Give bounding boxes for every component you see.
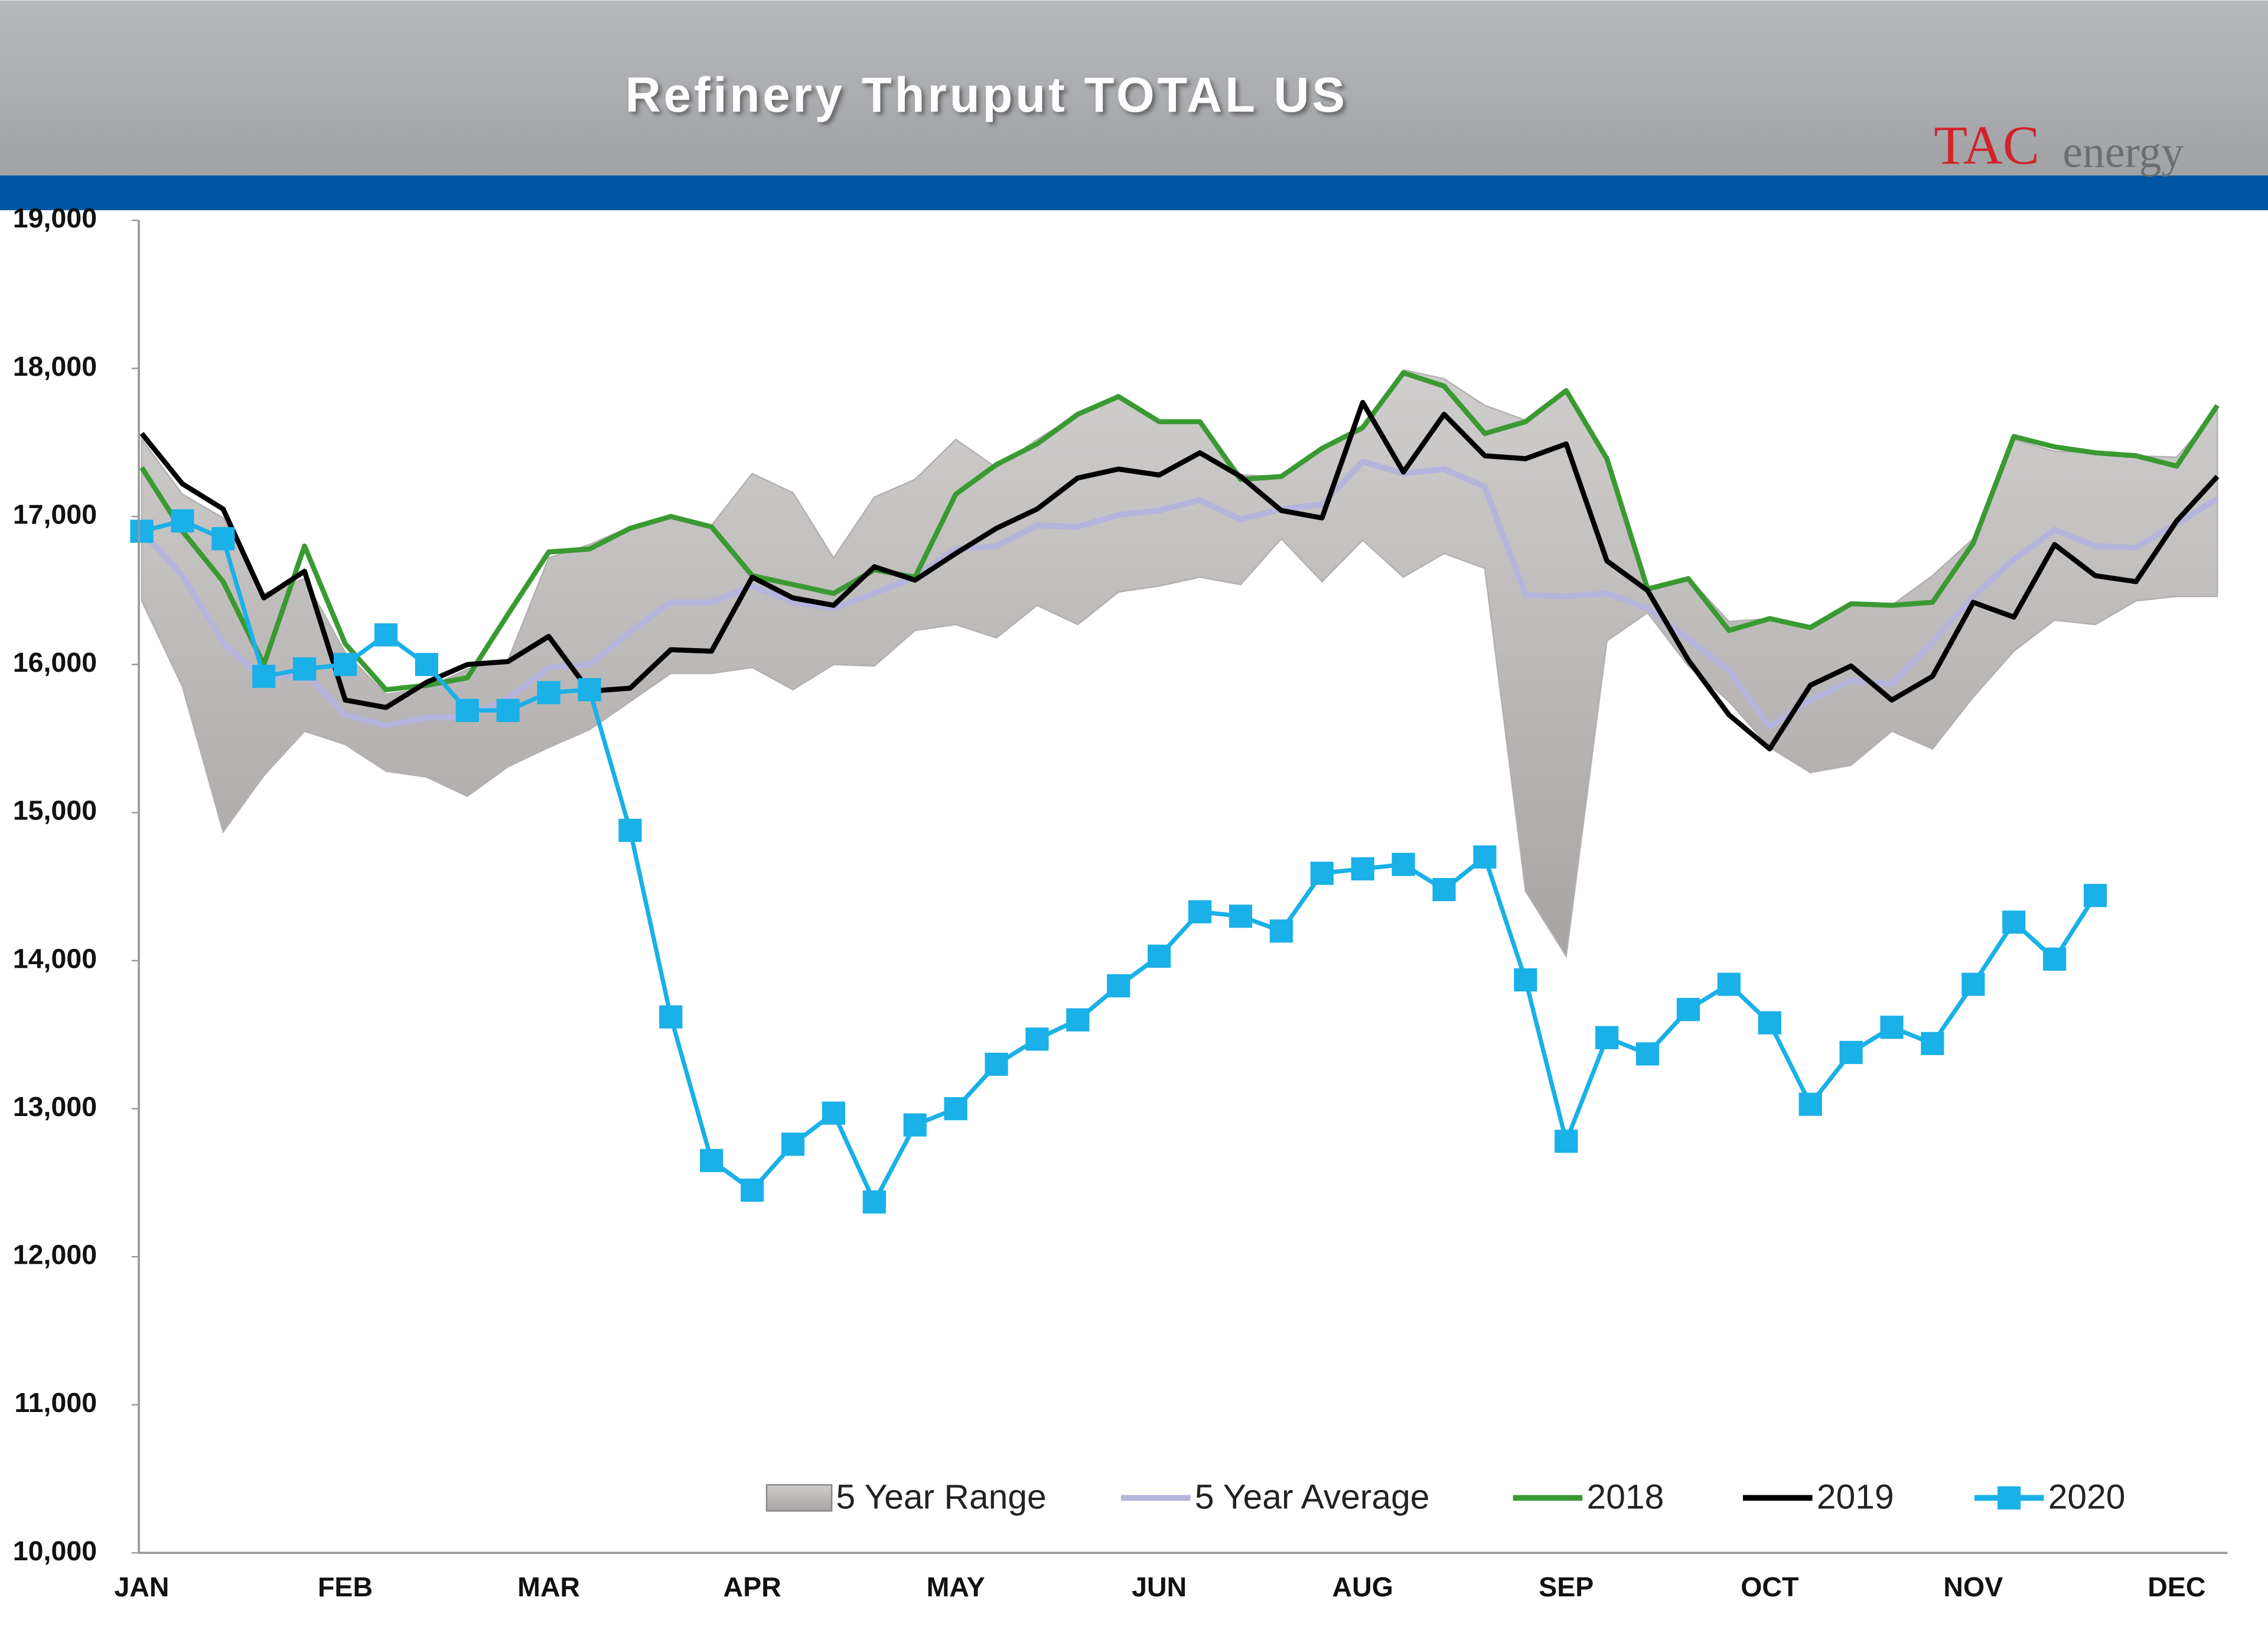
series-marker (578, 678, 601, 701)
series-marker (781, 1133, 805, 1156)
series-marker (822, 1101, 846, 1125)
series-marker (1228, 905, 1253, 928)
y-tick-label: 19,000 (13, 203, 97, 233)
series-marker (2043, 947, 2067, 971)
logo-first: TAC (1934, 115, 2039, 176)
y-tick-label: 17,000 (13, 499, 97, 529)
x-tick-label: NOV (1943, 1572, 2003, 1602)
series-marker (171, 509, 194, 533)
series-marker (741, 1178, 764, 1202)
logo-second: energy (2062, 128, 2184, 177)
series-marker (1269, 919, 1293, 943)
legend-marker (1997, 1486, 2021, 1509)
legend-label: 2018 (1587, 1478, 1664, 1516)
series-marker (2002, 910, 2026, 934)
legend-label: 5 Year Average (1195, 1478, 1430, 1516)
range-area (141, 369, 2218, 959)
series-marker (1555, 1130, 1578, 1153)
series-marker (252, 665, 276, 688)
series-marker (333, 653, 357, 676)
x-tick-label: FEB (318, 1572, 373, 1602)
series-marker (1188, 900, 1212, 923)
series-marker (1676, 998, 1700, 1021)
y-tick-label: 16,000 (13, 647, 97, 678)
series-marker (1717, 972, 1741, 996)
series-marker (293, 657, 317, 681)
x-tick-label: OCT (1741, 1572, 1798, 1602)
x-tick-label: AUG (1332, 1572, 1393, 1602)
series-marker (862, 1190, 886, 1214)
x-tick-label: SEP (1539, 1572, 1594, 1602)
series-line (139, 370, 2220, 692)
series-marker (130, 519, 154, 543)
series-marker (496, 698, 520, 723)
series-marker (1595, 1026, 1619, 1049)
series-marker (455, 698, 479, 723)
series-marker (1839, 1040, 1863, 1064)
header-band (0, 0, 2268, 176)
x-tick-label: MAR (517, 1572, 580, 1602)
series-line (139, 399, 2220, 751)
y-tick-label: 11,000 (14, 1387, 97, 1418)
series-marker (374, 623, 398, 647)
x-tick-label: MAY (927, 1572, 985, 1602)
legend-swatch (765, 1484, 833, 1512)
series-marker (903, 1113, 927, 1137)
header-stripe (0, 175, 2268, 210)
series-marker (1758, 1011, 1781, 1034)
series-marker (1351, 857, 1374, 881)
series-marker (1473, 845, 1497, 869)
y-tick-label: 15,000 (13, 795, 97, 826)
y-tick-label: 12,000 (13, 1239, 97, 1270)
chart-title: Refinery Thruput TOTAL US (625, 67, 1348, 122)
series-marker (700, 1149, 724, 1172)
series-marker (1798, 1092, 1822, 1116)
series-marker (1961, 972, 1985, 996)
plot-area (130, 369, 2220, 1214)
y-tick-label: 10,000 (13, 1535, 97, 1566)
y-tick-label: 18,000 (13, 351, 97, 382)
legend-label: 2019 (1817, 1478, 1894, 1516)
x-tick-label: JUN (1132, 1572, 1187, 1602)
series-marker (1148, 944, 1171, 968)
y-tick-label: 13,000 (13, 1091, 97, 1122)
legend-label: 5 Year Range (836, 1478, 1047, 1516)
series-marker (1635, 1042, 1660, 1066)
series-marker (537, 681, 561, 704)
x-tick-label: APR (724, 1572, 781, 1602)
series-marker (2083, 884, 2107, 907)
series-marker (985, 1052, 1008, 1076)
series-marker (1432, 878, 1456, 902)
series-marker (1310, 861, 1334, 885)
series-marker (415, 653, 438, 676)
series-marker (1392, 853, 1415, 876)
series-marker (618, 818, 642, 842)
series-marker (659, 1005, 683, 1029)
series-marker (1921, 1032, 1944, 1055)
series-marker (211, 527, 235, 551)
x-tick-label: JAN (114, 1572, 169, 1602)
y-tick-label: 14,000 (13, 943, 97, 974)
series-marker (1514, 968, 1537, 992)
series-marker (944, 1097, 967, 1121)
series-marker (1025, 1027, 1049, 1051)
series-marker (1066, 1008, 1090, 1032)
series-marker (1107, 974, 1130, 998)
series-marker (1880, 1016, 1904, 1039)
x-tick-label: DEC (2148, 1572, 2205, 1602)
legend-label: 2020 (2048, 1478, 2126, 1516)
